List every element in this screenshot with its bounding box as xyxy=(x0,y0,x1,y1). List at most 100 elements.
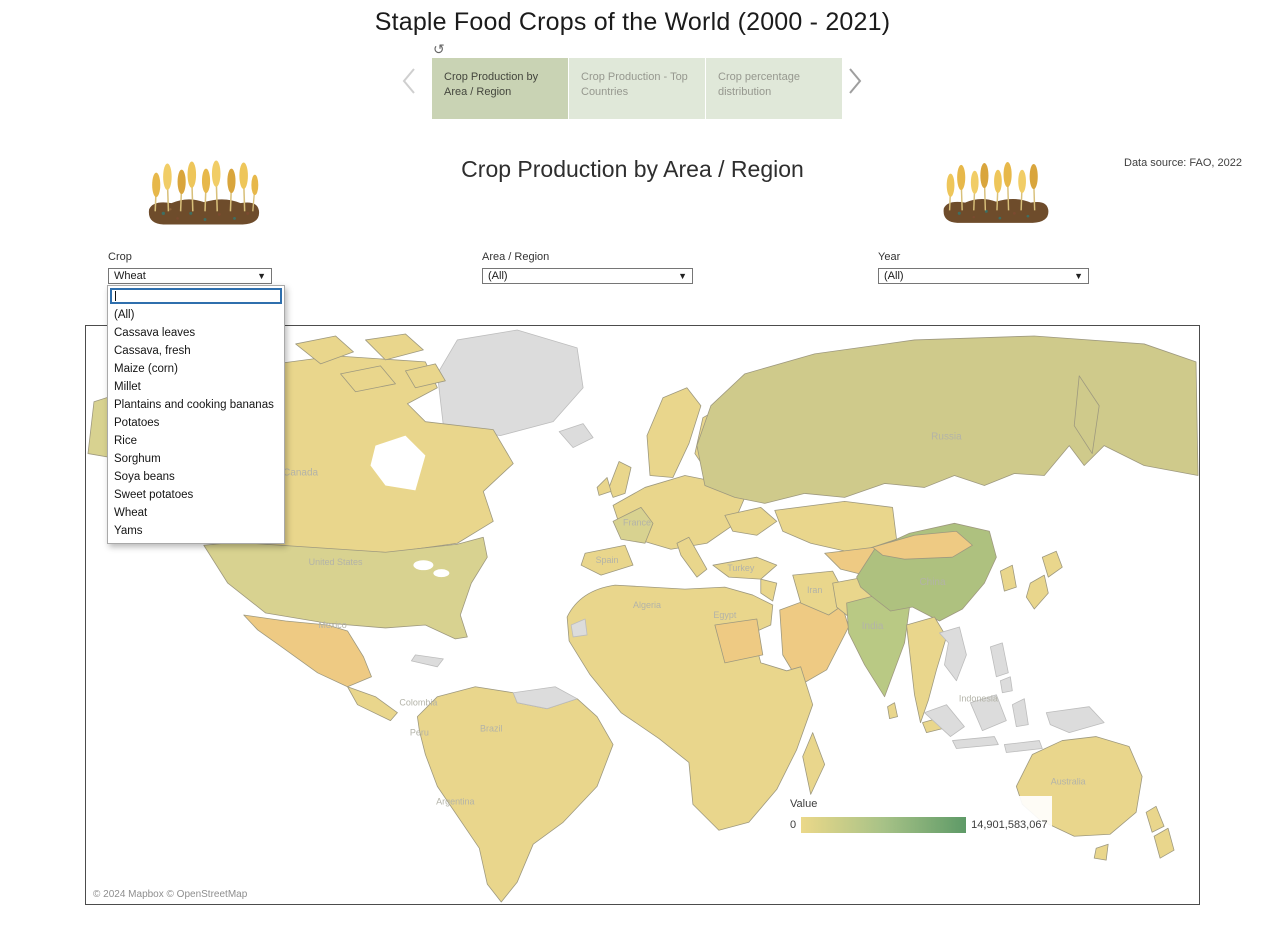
region-venezuela-guyanas[interactable] xyxy=(512,686,578,710)
dropdown-option-sorghum[interactable]: Sorghum xyxy=(114,453,161,465)
region-scandinavia[interactable] xyxy=(646,387,702,478)
dropdown-option-maize[interactable]: Maize (corn) xyxy=(114,363,178,375)
dropdown-option-plantains[interactable]: Plantains and cooking bananas xyxy=(114,399,274,411)
crop-filter-label: Crop xyxy=(108,251,132,263)
region-turkey[interactable] xyxy=(712,556,778,580)
region-lesser-sunda[interactable] xyxy=(1003,740,1043,753)
region-ireland[interactable] xyxy=(596,477,612,496)
dropdown-option-cassava-leaves[interactable]: Cassava leaves xyxy=(114,327,196,339)
map-label-egypt: Egypt xyxy=(713,610,736,620)
wheat-illustration-right-icon xyxy=(938,157,1054,227)
region-western-sahara[interactable] xyxy=(570,618,588,638)
region-new-zealand-south[interactable] xyxy=(1153,827,1175,859)
region-borneo[interactable] xyxy=(970,694,1007,731)
region-greenland[interactable] xyxy=(436,329,584,437)
region-vietnam-laos[interactable] xyxy=(939,626,967,682)
map-label-australia: Australia xyxy=(1051,776,1086,786)
region-russia[interactable] xyxy=(696,335,1199,504)
dropdown-option-rice[interactable]: Rice xyxy=(114,435,138,447)
region-south-america[interactable] xyxy=(417,686,614,903)
region-sulawesi[interactable] xyxy=(1011,698,1029,728)
region-central-america[interactable] xyxy=(347,686,398,722)
region-arctic-island[interactable] xyxy=(405,363,446,389)
area-select[interactable]: (All) ▼ xyxy=(482,268,693,284)
region-sumatra[interactable] xyxy=(924,704,965,737)
tab-crop-production-by-area[interactable]: Crop Production by Area / Region xyxy=(432,58,568,119)
region-mongolia[interactable] xyxy=(872,530,973,560)
year-select-value: (All) xyxy=(884,270,904,282)
dropdown-option-wheat[interactable]: Wheat xyxy=(114,507,148,519)
section-title: Crop Production by Area / Region xyxy=(461,156,804,182)
map-label-spain: Spain xyxy=(596,555,619,565)
crop-search-input[interactable] xyxy=(110,288,282,304)
dropdown-option-millet[interactable]: Millet xyxy=(114,381,141,393)
region-sri-lanka[interactable] xyxy=(887,702,898,720)
year-select[interactable]: (All) ▼ xyxy=(878,268,1089,284)
region-japan-south[interactable] xyxy=(1025,574,1049,610)
region-france[interactable] xyxy=(612,506,654,544)
region-myanmar-thailand[interactable] xyxy=(906,616,947,724)
legend-max-value: 14,901,583,067 xyxy=(971,819,1048,831)
map-label-algeria: Algeria xyxy=(633,600,661,610)
chevron-left-icon[interactable] xyxy=(400,66,418,96)
map-label-peru: Peru xyxy=(410,728,429,738)
data-source-note: Data source: FAO, 2022 xyxy=(1124,157,1243,169)
region-sudan-chad[interactable] xyxy=(714,618,764,664)
region-arctic-island[interactable] xyxy=(295,335,354,365)
legend-min-value: 0 xyxy=(790,819,797,831)
dropdown-option-soya-beans[interactable]: Soya beans xyxy=(114,471,175,483)
tab-crop-production-top-countries[interactable]: Crop Production - Top Countries xyxy=(569,58,705,119)
region-italy[interactable] xyxy=(676,536,708,578)
area-select-value: (All) xyxy=(488,270,508,282)
region-tasmania[interactable] xyxy=(1093,843,1109,861)
chevron-right-icon[interactable] xyxy=(846,66,864,96)
region-philippines-south[interactable] xyxy=(999,676,1013,694)
map-label-russia: Russia xyxy=(931,432,962,443)
dropdown-option-cassava-fresh[interactable]: Cassava, fresh xyxy=(114,345,191,357)
map-label-china: China xyxy=(919,577,946,588)
region-iceland[interactable] xyxy=(558,423,594,448)
region-cuba[interactable] xyxy=(411,654,444,668)
region-spain[interactable] xyxy=(580,544,634,576)
tab-label: Crop Production by Area / Region xyxy=(444,71,539,98)
region-arctic-island[interactable] xyxy=(365,333,424,361)
region-korea[interactable] xyxy=(999,564,1017,592)
refresh-icon[interactable]: ↺ xyxy=(433,41,445,57)
map-label-colombia: Colombia xyxy=(399,698,437,708)
region-arctic-island[interactable] xyxy=(340,365,396,393)
region-united-kingdom[interactable] xyxy=(608,461,632,498)
map-label-brazil: Brazil xyxy=(480,724,502,734)
region-levant[interactable] xyxy=(760,578,778,602)
crop-select-value: Wheat xyxy=(114,270,146,282)
legend-gradient-bar[interactable] xyxy=(801,817,967,833)
map-label-indonesia: Indonesia xyxy=(959,694,998,704)
caret-down-icon: ▼ xyxy=(678,271,687,281)
caret-down-icon: ▼ xyxy=(1074,271,1083,281)
color-legend: Value 0 14,901,583,067 xyxy=(786,796,1052,835)
tab-label: Crop percentage distribution xyxy=(718,71,800,98)
legend-title: Value xyxy=(790,798,818,810)
map-attribution[interactable]: © 2024 Mapbox © OpenStreetMap xyxy=(88,888,255,902)
map-label-argentina: Argentina xyxy=(436,796,474,806)
region-mexico[interactable] xyxy=(243,614,372,688)
map-label-united-states: United States xyxy=(309,557,363,567)
region-new-zealand-north[interactable] xyxy=(1145,805,1165,833)
map-label-canada: Canada xyxy=(283,467,318,478)
region-philippines[interactable] xyxy=(989,642,1009,678)
region-ukraine[interactable] xyxy=(724,506,778,536)
tab-crop-percentage-distribution[interactable]: Crop percentage distribution xyxy=(706,58,842,119)
dropdown-option-sweet-potatoes[interactable]: Sweet potatoes xyxy=(114,489,194,501)
area-filter-label: Area / Region xyxy=(482,251,550,263)
tab-bar: Crop Production by Area / Region Crop Pr… xyxy=(432,58,842,119)
region-kamchatka[interactable] xyxy=(1073,375,1100,454)
crop-select[interactable]: Wheat ▼ xyxy=(108,268,272,284)
dropdown-option-all[interactable]: (All) xyxy=(114,309,135,321)
region-new-guinea[interactable] xyxy=(1045,706,1105,733)
dropdown-option-potatoes[interactable]: Potatoes xyxy=(114,417,160,429)
region-japan-north[interactable] xyxy=(1041,550,1063,578)
region-africa[interactable] xyxy=(566,584,814,831)
region-madagascar[interactable] xyxy=(802,732,826,795)
dropdown-option-yams[interactable]: Yams xyxy=(114,525,143,537)
region-java[interactable] xyxy=(952,736,999,749)
